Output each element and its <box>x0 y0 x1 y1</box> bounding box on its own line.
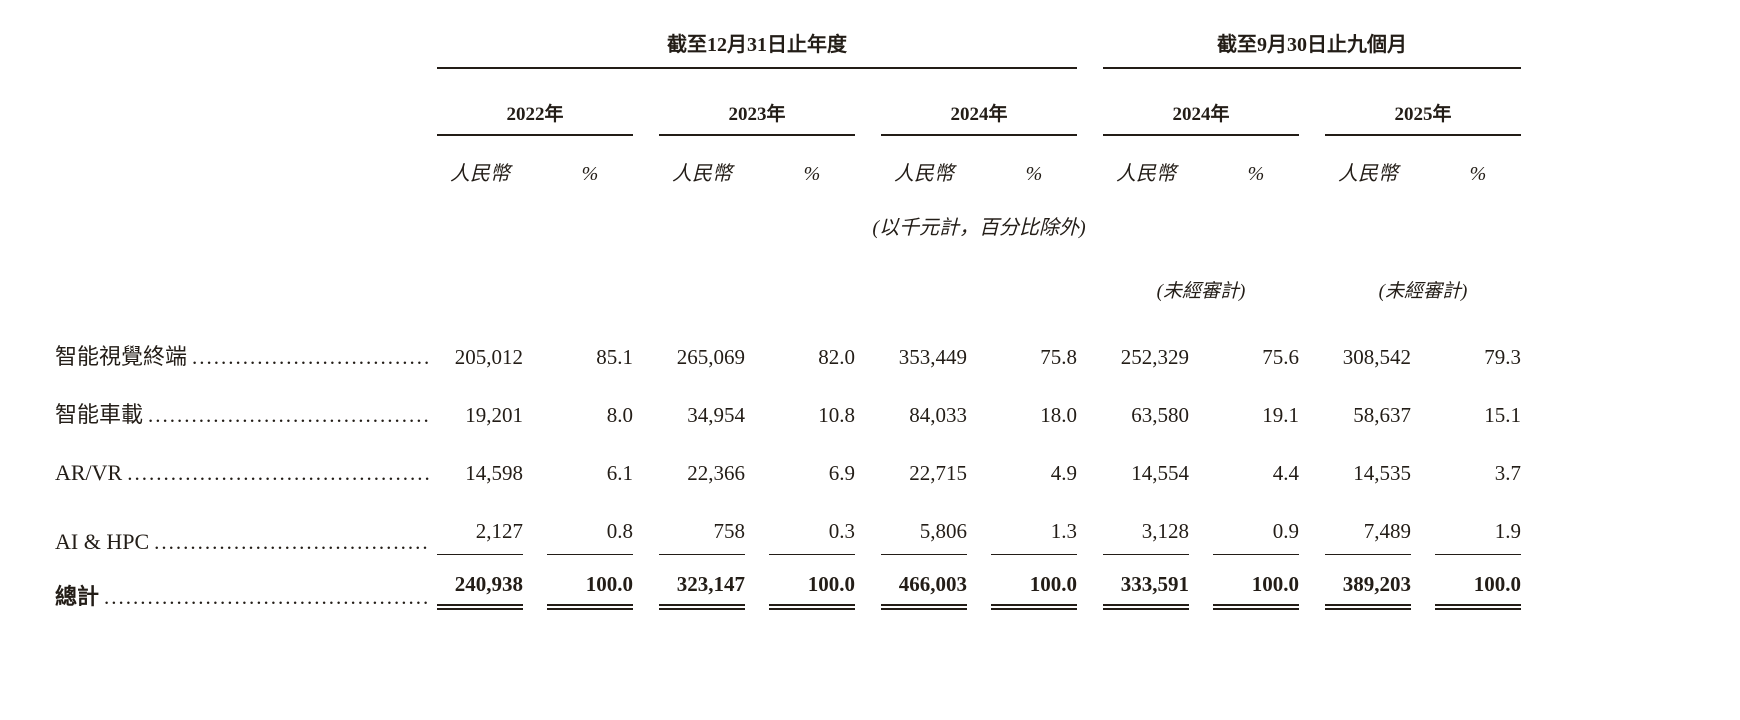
year-header-2024: 2024年 <box>881 99 1077 136</box>
total-value: 333,591 <box>1103 571 1189 610</box>
cell-value: 0.9 <box>1213 518 1299 555</box>
cell-value: 79.3 <box>1484 345 1521 369</box>
cell-value: 1.9 <box>1435 518 1521 555</box>
cell-value: 2,127 <box>437 518 523 555</box>
total-value: 240,938 <box>437 571 523 610</box>
table-row: AR/VR 14,598 6.1 22,366 6.9 22,715 4.9 1… <box>55 460 1740 486</box>
unaudited-note: (未經審計) <box>1156 281 1246 302</box>
dot-leader <box>192 345 429 370</box>
unaudited-row: (未經審計) (未經審計) <box>55 280 1740 304</box>
cell-value: 82.0 <box>818 345 855 369</box>
total-value: 100.0 <box>769 571 855 610</box>
cell-value: 1.3 <box>991 518 1077 555</box>
cell-value: 3,128 <box>1103 518 1189 555</box>
currency-header: 人民幣 <box>1338 163 1398 185</box>
year-header-row: 2022年 2023年 2024年 2024年 2025年 <box>55 99 1740 136</box>
cell-value: 4.4 <box>1272 461 1299 485</box>
row-label-cell: 智能視覺終端 <box>55 344 437 370</box>
cell-value: 0.8 <box>547 518 633 555</box>
cell-value: 8.0 <box>606 403 633 427</box>
cell-value: 6.1 <box>606 461 633 485</box>
cell-value: 18.0 <box>1040 403 1077 427</box>
dot-leader <box>148 403 429 428</box>
unaudited-note: (未經審計) <box>1378 281 1468 302</box>
section-header-annual: 截至12月31日止年度 <box>437 28 1077 69</box>
cell-value: 758 <box>659 518 745 555</box>
currency-header: 人民幣 <box>450 163 510 185</box>
cell-value: 19.1 <box>1262 403 1299 427</box>
section-header-interim: 截至9月30日止九個月 <box>1103 28 1521 69</box>
cell-value: 5,806 <box>881 518 967 555</box>
dot-leader <box>127 461 429 486</box>
cell-value: 14,598 <box>465 461 523 485</box>
cell-value: 14,535 <box>1353 461 1411 485</box>
percent-header: % <box>803 163 821 185</box>
total-value: 323,147 <box>659 571 745 610</box>
total-value: 466,003 <box>881 571 967 610</box>
total-row: 總計 240,938 100.0 323,147 100.0 466,003 1… <box>55 571 1740 610</box>
unit-note-row: (以千元計，百分比除外) <box>55 216 1740 240</box>
percent-header: % <box>1469 163 1487 185</box>
year-header-2024-interim: 2024年 <box>1103 99 1299 136</box>
cell-value: 7,489 <box>1325 518 1411 555</box>
cell-value: 0.3 <box>769 518 855 555</box>
cell-value: 19,201 <box>465 403 523 427</box>
row-label: AI & HPC <box>55 529 150 554</box>
total-value: 100.0 <box>547 571 633 610</box>
cell-value: 85.1 <box>596 345 633 369</box>
year-header-2023: 2023年 <box>659 99 855 136</box>
cell-value: 10.8 <box>818 403 855 427</box>
row-label-cell: AI & HPC <box>55 529 437 555</box>
table-row: 智能車載 19,201 8.0 34,954 10.8 84,033 18.0 … <box>55 402 1740 428</box>
table-row: 智能視覺終端 205,012 85.1 265,069 82.0 353,449… <box>55 344 1740 370</box>
cell-value: 3.7 <box>1494 461 1521 485</box>
total-value: 389,203 <box>1325 571 1411 610</box>
cell-value: 58,637 <box>1353 403 1411 427</box>
currency-header: 人民幣 <box>1116 163 1176 185</box>
total-value: 100.0 <box>1435 571 1521 610</box>
cell-value: 63,580 <box>1131 403 1189 427</box>
dot-leader <box>154 530 429 555</box>
cell-value: 6.9 <box>828 461 855 485</box>
cell-value: 75.8 <box>1040 345 1077 369</box>
cell-value: 22,715 <box>909 461 967 485</box>
table-row: AI & HPC 2,127 0.8 758 0.3 5,806 1.3 3,1… <box>55 518 1740 555</box>
row-label-cell: AR/VR <box>55 460 437 486</box>
percent-header: % <box>1025 163 1043 185</box>
row-label: AR/VR <box>55 460 123 485</box>
year-header-2025-interim: 2025年 <box>1325 99 1521 136</box>
row-label: 智能視覺終端 <box>55 344 188 369</box>
cell-value: 75.6 <box>1262 345 1299 369</box>
currency-header: 人民幣 <box>894 163 954 185</box>
cell-value: 34,954 <box>687 403 745 427</box>
currency-header: 人民幣 <box>672 163 732 185</box>
cell-value: 308,542 <box>1342 345 1411 369</box>
year-header-2022: 2022年 <box>437 99 633 136</box>
total-label-cell: 總計 <box>55 584 437 610</box>
total-value: 100.0 <box>991 571 1077 610</box>
cell-value: 15.1 <box>1484 403 1521 427</box>
unit-note: (以千元計，百分比除外) <box>872 217 1086 239</box>
total-value: 100.0 <box>1213 571 1299 610</box>
dot-leader <box>104 585 429 610</box>
cell-value: 14,554 <box>1131 461 1189 485</box>
cell-value: 4.9 <box>1050 461 1077 485</box>
row-label: 智能車載 <box>55 402 144 427</box>
cell-value: 84,033 <box>909 403 967 427</box>
row-label-cell: 智能車載 <box>55 402 437 428</box>
section-header-row: 截至12月31日止年度 截至9月30日止九個月 <box>55 28 1740 69</box>
total-label: 總計 <box>55 584 100 609</box>
cell-value: 353,449 <box>898 345 967 369</box>
cell-value: 265,069 <box>676 345 745 369</box>
sub-header-row: 人民幣 % 人民幣 % 人民幣 % 人民幣 % 人民幣 % <box>55 162 1740 186</box>
cell-value: 205,012 <box>454 345 523 369</box>
percent-header: % <box>581 163 599 185</box>
cell-value: 22,366 <box>687 461 745 485</box>
cell-value: 252,329 <box>1120 345 1189 369</box>
percent-header: % <box>1247 163 1265 185</box>
